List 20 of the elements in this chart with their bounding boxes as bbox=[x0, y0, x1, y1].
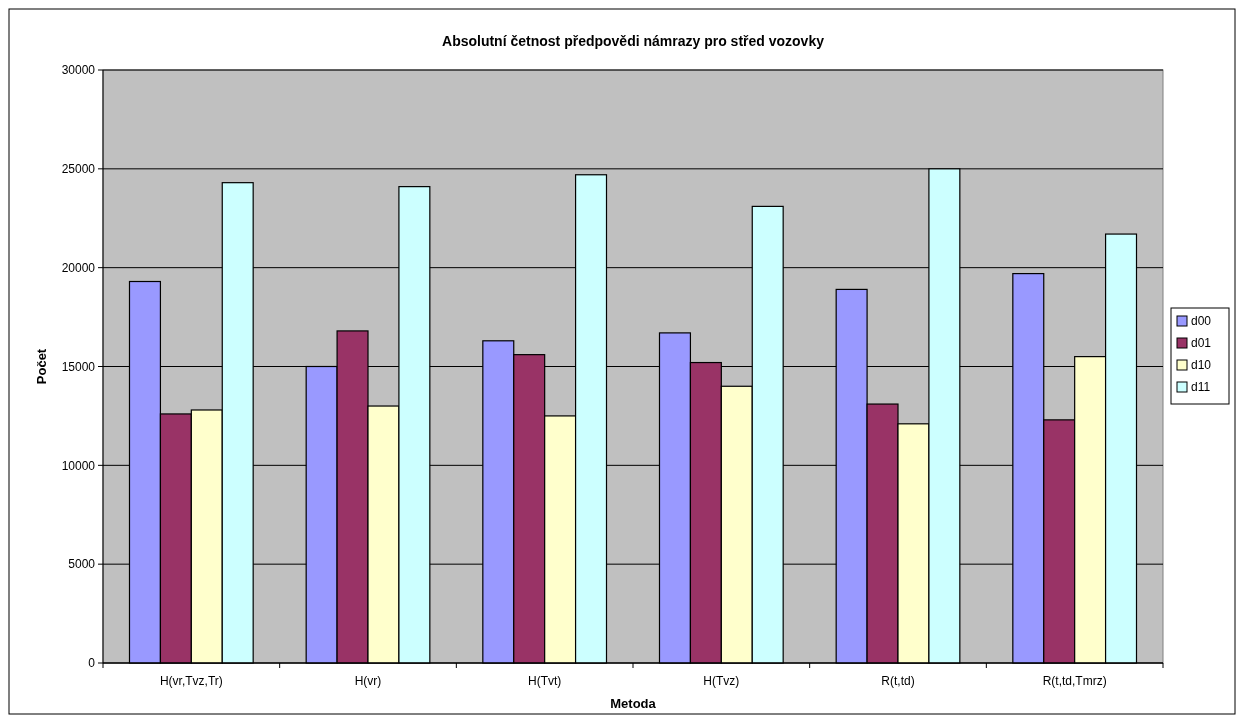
y-tick-label: 20000 bbox=[61, 260, 96, 275]
y-tick-label: 25000 bbox=[61, 162, 96, 177]
x-tick-label: H(Tvz) bbox=[703, 674, 740, 688]
y-tick-label: 10000 bbox=[61, 458, 96, 473]
chart-title: Absolutní četnost předpovědi námrazy pro střed vozovky bbox=[442, 33, 825, 49]
x-tick-label: H(Tvt) bbox=[528, 674, 562, 688]
legend-label: d11 bbox=[1191, 380, 1211, 395]
legend-label: d00 bbox=[1191, 314, 1212, 329]
y-tick-label: 15000 bbox=[61, 359, 96, 374]
x-tick-label: R(t,td) bbox=[881, 674, 915, 688]
legend-label: d10 bbox=[1191, 358, 1212, 373]
y-tick-label: 30000 bbox=[61, 63, 96, 78]
x-tick-label: H(vr) bbox=[354, 674, 382, 688]
x-tick-label: H(vr,Tvz,Tr) bbox=[159, 674, 223, 688]
x-axis-title: Metoda bbox=[610, 696, 657, 711]
legend-label: d01 bbox=[1191, 336, 1212, 351]
y-tick-label: 5000 bbox=[68, 557, 96, 572]
y-axis-title: Počet bbox=[34, 348, 49, 385]
y-tick-label: 0 bbox=[88, 656, 96, 671]
x-tick-label: R(t,td,Tmrz) bbox=[1042, 674, 1107, 688]
